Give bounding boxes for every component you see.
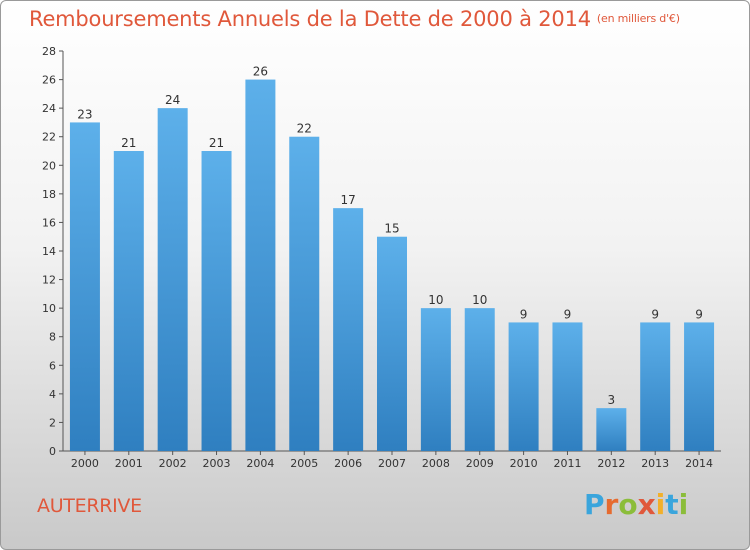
x-tick-label: 2004 bbox=[246, 457, 274, 470]
unit-note: (en milliers d'€) bbox=[596, 12, 680, 25]
logo-letter: i bbox=[655, 488, 666, 521]
commune-name: AUTERRIVE bbox=[37, 495, 142, 517]
y-tick-label: 10 bbox=[42, 302, 56, 315]
x-tick-label: 2013 bbox=[641, 457, 669, 470]
y-tick-label: 16 bbox=[42, 216, 56, 229]
bar-value-label: 21 bbox=[121, 136, 136, 150]
bar-value-label: 23 bbox=[77, 107, 92, 121]
x-tick-label: 2007 bbox=[378, 457, 406, 470]
bar bbox=[420, 308, 451, 451]
bar-value-label: 15 bbox=[384, 222, 399, 236]
logo-letter: o bbox=[618, 488, 638, 521]
bar-value-label: 21 bbox=[209, 136, 224, 150]
bar-value-label: 9 bbox=[564, 307, 572, 321]
y-tick-label: 6 bbox=[49, 359, 56, 372]
y-tick-label: 20 bbox=[42, 159, 56, 172]
bar bbox=[113, 151, 144, 451]
x-tick-label: 2008 bbox=[422, 457, 450, 470]
proxiti-logo: Proxiti bbox=[584, 488, 688, 521]
logo-letter: x bbox=[637, 488, 656, 521]
x-tick-label: 2014 bbox=[685, 457, 713, 470]
logo-letter: r bbox=[604, 488, 619, 521]
x-tick-label: 2000 bbox=[71, 457, 99, 470]
bar bbox=[464, 308, 495, 451]
x-tick-label: 2001 bbox=[115, 457, 143, 470]
y-tick-label: 0 bbox=[49, 445, 56, 458]
bar-value-label: 9 bbox=[520, 307, 528, 321]
bar-value-label: 9 bbox=[695, 307, 703, 321]
bar-value-label: 24 bbox=[165, 93, 180, 107]
bar bbox=[596, 408, 627, 451]
bar bbox=[245, 79, 276, 452]
bar bbox=[552, 322, 583, 451]
logo-letter: i bbox=[678, 488, 689, 521]
bar bbox=[684, 322, 715, 451]
bar bbox=[157, 108, 188, 452]
x-tick-label: 2012 bbox=[597, 457, 625, 470]
bar-value-label: 3 bbox=[608, 393, 616, 407]
bar bbox=[201, 151, 232, 451]
logo-letter: t bbox=[665, 488, 679, 521]
y-tick-label: 22 bbox=[42, 131, 56, 144]
bar-value-label: 9 bbox=[651, 307, 659, 321]
y-tick-label: 2 bbox=[49, 416, 56, 429]
bar bbox=[508, 322, 539, 451]
x-tick-label: 2003 bbox=[203, 457, 231, 470]
logo-letter: P bbox=[584, 488, 605, 521]
bar-value-label: 10 bbox=[472, 293, 487, 307]
y-tick-label: 4 bbox=[49, 388, 56, 401]
y-tick-label: 26 bbox=[42, 74, 56, 87]
y-tick-label: 8 bbox=[49, 331, 56, 344]
x-tick-label: 2010 bbox=[510, 457, 538, 470]
x-tick-label: 2002 bbox=[159, 457, 187, 470]
chart-title: Remboursements Annuels de la Dette de 20… bbox=[29, 7, 680, 31]
bar bbox=[69, 122, 100, 451]
y-tick-label: 18 bbox=[42, 188, 56, 201]
bar-value-label: 22 bbox=[297, 122, 312, 136]
bar bbox=[377, 236, 407, 451]
chart-title-text: Remboursements Annuels de la Dette de 20… bbox=[29, 7, 591, 31]
y-tick-label: 12 bbox=[42, 274, 56, 287]
x-tick-label: 2009 bbox=[466, 457, 494, 470]
x-tick-label: 2011 bbox=[553, 457, 581, 470]
y-tick-label: 28 bbox=[42, 45, 56, 58]
bar-value-label: 10 bbox=[428, 293, 443, 307]
x-tick-label: 2005 bbox=[290, 457, 318, 470]
bar bbox=[333, 208, 364, 451]
y-tick-label: 14 bbox=[42, 245, 56, 258]
bar bbox=[640, 322, 671, 451]
x-tick-label: 2006 bbox=[334, 457, 362, 470]
bar bbox=[289, 136, 320, 451]
y-tick-label: 24 bbox=[42, 102, 56, 115]
bar-value-label: 17 bbox=[340, 193, 355, 207]
bar-value-label: 26 bbox=[253, 65, 268, 79]
